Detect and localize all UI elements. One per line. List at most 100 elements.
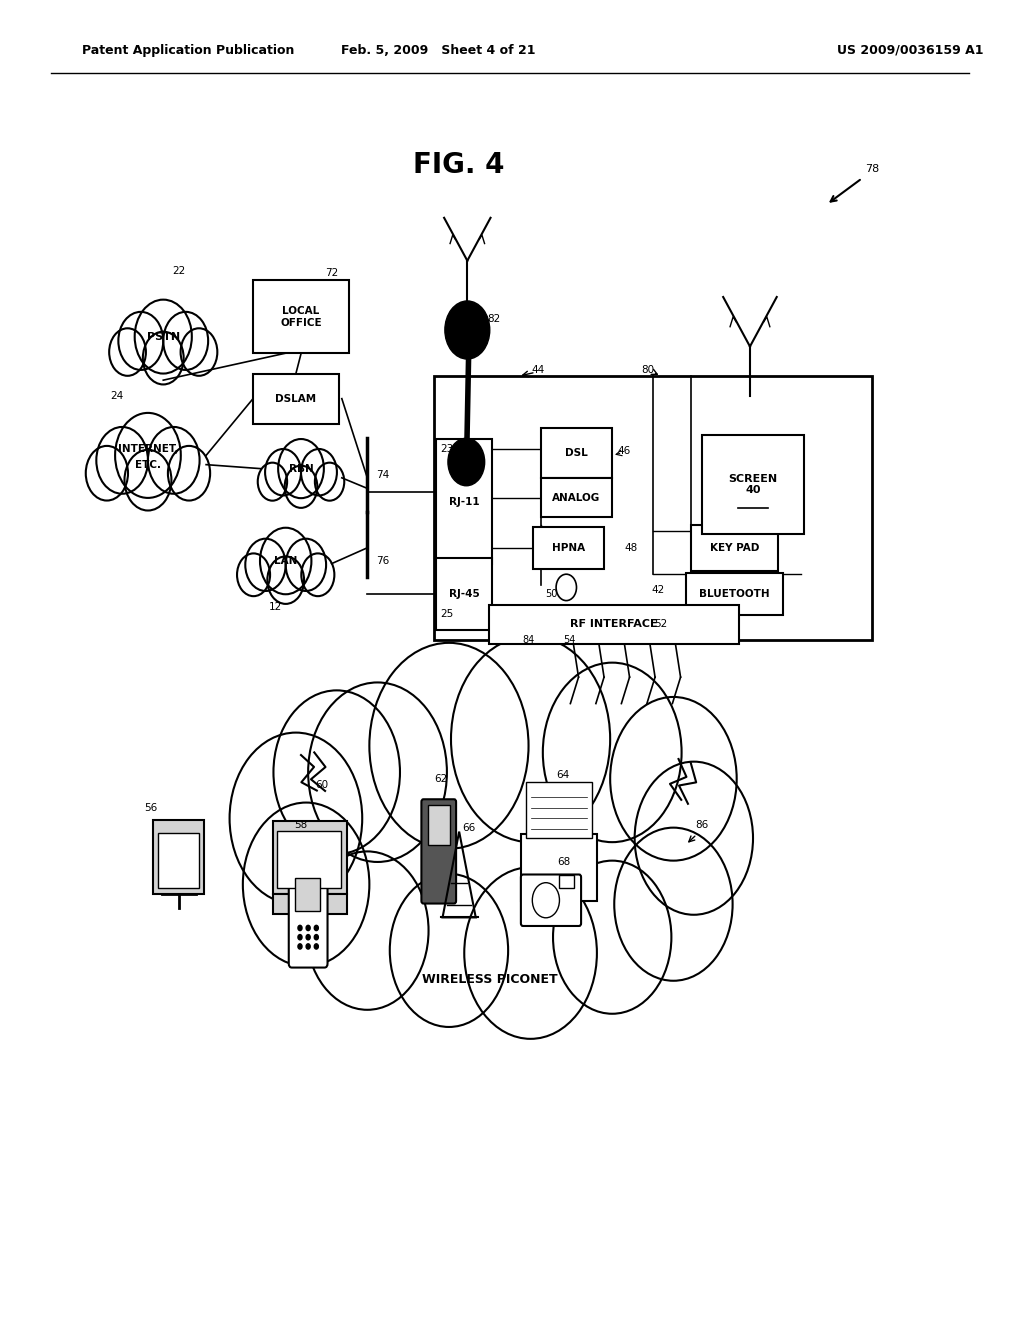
- FancyBboxPatch shape: [541, 428, 612, 478]
- Text: 74: 74: [376, 470, 389, 480]
- Text: LAN: LAN: [274, 556, 297, 566]
- Circle shape: [614, 828, 732, 981]
- Circle shape: [258, 462, 287, 500]
- Text: LOCAL
OFFICE: LOCAL OFFICE: [281, 306, 322, 327]
- Circle shape: [314, 935, 318, 940]
- FancyBboxPatch shape: [521, 874, 581, 927]
- Circle shape: [265, 449, 301, 495]
- Circle shape: [163, 312, 208, 370]
- Circle shape: [390, 874, 508, 1027]
- Text: 60: 60: [314, 780, 328, 791]
- Text: 50: 50: [545, 589, 557, 599]
- Text: 84: 84: [522, 635, 535, 645]
- FancyBboxPatch shape: [702, 436, 804, 533]
- FancyBboxPatch shape: [433, 376, 872, 640]
- FancyBboxPatch shape: [253, 374, 339, 424]
- FancyBboxPatch shape: [253, 280, 349, 352]
- Text: SCREEN
40: SCREEN 40: [728, 474, 777, 495]
- FancyBboxPatch shape: [521, 834, 597, 900]
- Text: RF INTERFACE: RF INTERFACE: [570, 619, 658, 630]
- Text: ETC.: ETC.: [135, 459, 161, 470]
- Circle shape: [444, 301, 489, 359]
- Circle shape: [147, 426, 200, 494]
- Circle shape: [532, 883, 559, 917]
- FancyBboxPatch shape: [686, 573, 783, 615]
- Circle shape: [279, 440, 324, 498]
- FancyBboxPatch shape: [489, 605, 739, 644]
- FancyBboxPatch shape: [273, 895, 347, 913]
- Circle shape: [314, 944, 318, 949]
- Circle shape: [86, 446, 128, 500]
- FancyBboxPatch shape: [532, 527, 604, 569]
- Text: HPNA: HPNA: [552, 543, 585, 553]
- Circle shape: [135, 300, 191, 374]
- Text: 54: 54: [563, 635, 575, 645]
- Circle shape: [180, 329, 217, 376]
- Circle shape: [301, 553, 335, 597]
- Text: RJ-45: RJ-45: [449, 589, 479, 599]
- Text: Feb. 5, 2009   Sheet 4 of 21: Feb. 5, 2009 Sheet 4 of 21: [341, 44, 536, 57]
- Circle shape: [314, 925, 318, 931]
- Circle shape: [635, 762, 753, 915]
- Text: 80: 80: [641, 364, 654, 375]
- Circle shape: [125, 450, 171, 511]
- Circle shape: [298, 935, 302, 940]
- Circle shape: [298, 944, 302, 949]
- Circle shape: [306, 851, 429, 1010]
- Circle shape: [285, 466, 317, 508]
- FancyBboxPatch shape: [273, 821, 347, 895]
- Text: DSL: DSL: [565, 447, 588, 458]
- Text: 66: 66: [463, 822, 476, 833]
- Text: 24: 24: [111, 391, 124, 401]
- Text: RJ-11: RJ-11: [449, 496, 479, 507]
- Text: 58: 58: [294, 820, 307, 830]
- Text: 22: 22: [172, 265, 185, 276]
- Circle shape: [464, 867, 597, 1039]
- Text: DSLAM: DSLAM: [275, 393, 316, 404]
- Circle shape: [308, 682, 446, 862]
- Text: 76: 76: [376, 556, 389, 566]
- FancyBboxPatch shape: [428, 805, 450, 845]
- Circle shape: [286, 539, 326, 591]
- FancyBboxPatch shape: [436, 438, 493, 565]
- Circle shape: [543, 663, 682, 842]
- Text: US 2009/0036159 A1: US 2009/0036159 A1: [837, 44, 983, 57]
- Text: WIRELESS PICONET: WIRELESS PICONET: [422, 973, 558, 986]
- Text: RBN: RBN: [289, 463, 313, 474]
- Text: 46: 46: [617, 446, 631, 457]
- Text: 56: 56: [144, 803, 158, 813]
- Circle shape: [143, 331, 183, 384]
- Text: PSTN: PSTN: [146, 331, 180, 342]
- Text: 42: 42: [651, 585, 665, 595]
- Circle shape: [306, 944, 310, 949]
- FancyBboxPatch shape: [158, 833, 199, 887]
- Circle shape: [301, 449, 337, 495]
- Text: 52: 52: [654, 619, 668, 630]
- FancyBboxPatch shape: [526, 781, 592, 838]
- FancyBboxPatch shape: [559, 874, 574, 887]
- Text: 68: 68: [558, 857, 570, 867]
- Circle shape: [246, 539, 286, 591]
- FancyBboxPatch shape: [295, 879, 321, 911]
- Text: 86: 86: [695, 820, 709, 830]
- Circle shape: [229, 733, 362, 904]
- FancyBboxPatch shape: [289, 867, 328, 968]
- Circle shape: [243, 803, 370, 966]
- Circle shape: [260, 528, 311, 594]
- Circle shape: [556, 574, 577, 601]
- Text: BLUETOOTH: BLUETOOTH: [699, 589, 770, 599]
- Circle shape: [115, 413, 181, 498]
- Circle shape: [273, 690, 400, 854]
- FancyBboxPatch shape: [691, 524, 778, 570]
- Text: 78: 78: [865, 164, 880, 174]
- Text: 23: 23: [440, 444, 454, 454]
- Circle shape: [370, 643, 528, 849]
- FancyBboxPatch shape: [422, 799, 456, 903]
- Text: 44: 44: [531, 364, 545, 375]
- Text: ANALOG: ANALOG: [552, 492, 601, 503]
- FancyBboxPatch shape: [153, 820, 204, 895]
- Circle shape: [96, 426, 147, 494]
- Circle shape: [314, 462, 344, 500]
- Circle shape: [168, 446, 210, 500]
- Text: 62: 62: [434, 774, 447, 784]
